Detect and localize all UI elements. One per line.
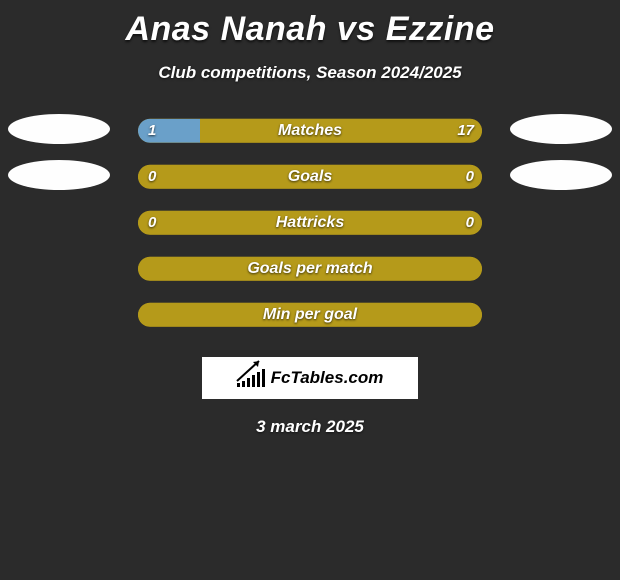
stat-bar-right-fill — [138, 211, 482, 235]
comparison-card: Anas Nanah vs Ezzine Club competitions, … — [0, 0, 620, 580]
brand-text: FcTables.com — [271, 368, 384, 388]
stat-bar: Goals per match — [138, 257, 482, 281]
subtitle: Club competitions, Season 2024/2025 — [0, 63, 620, 83]
logo-bars-icon — [237, 369, 265, 387]
logo-bar-segment — [262, 369, 265, 387]
stat-row: Goals per match — [0, 253, 620, 299]
player-left-ellipse — [8, 160, 110, 190]
logo-bar-segment — [252, 375, 255, 387]
stat-bar: 117Matches — [138, 119, 482, 143]
stat-bar: 00Hattricks — [138, 211, 482, 235]
stat-bar-left-fill — [138, 119, 200, 143]
stat-bar-right-fill — [138, 303, 482, 327]
stat-bar: Min per goal — [138, 303, 482, 327]
page-title: Anas Nanah vs Ezzine — [0, 0, 620, 49]
brand-logo: FcTables.com — [202, 357, 418, 399]
logo-arrow-icon — [235, 355, 265, 385]
stat-row: 00Goals — [0, 161, 620, 207]
logo-bar-segment — [247, 378, 250, 387]
stat-bar-right-fill — [138, 165, 482, 189]
stat-row: Min per goal — [0, 299, 620, 345]
player-right-ellipse — [510, 114, 612, 144]
logo-bar-segment — [257, 372, 260, 387]
stat-bar-right-fill — [200, 119, 482, 143]
player-left-ellipse — [8, 114, 110, 144]
stat-rows: 117Matches 00Goals 00Hattricks Goals per ma… — [0, 115, 620, 345]
logo-bar-segment — [237, 383, 240, 387]
stat-row: 117Matches — [0, 115, 620, 161]
date-text: 3 march 2025 — [0, 417, 620, 437]
stat-bar-right-fill — [138, 257, 482, 281]
logo-bar-segment — [242, 381, 245, 387]
stat-row: 00Hattricks — [0, 207, 620, 253]
player-right-ellipse — [510, 160, 612, 190]
stat-bar: 00Goals — [138, 165, 482, 189]
